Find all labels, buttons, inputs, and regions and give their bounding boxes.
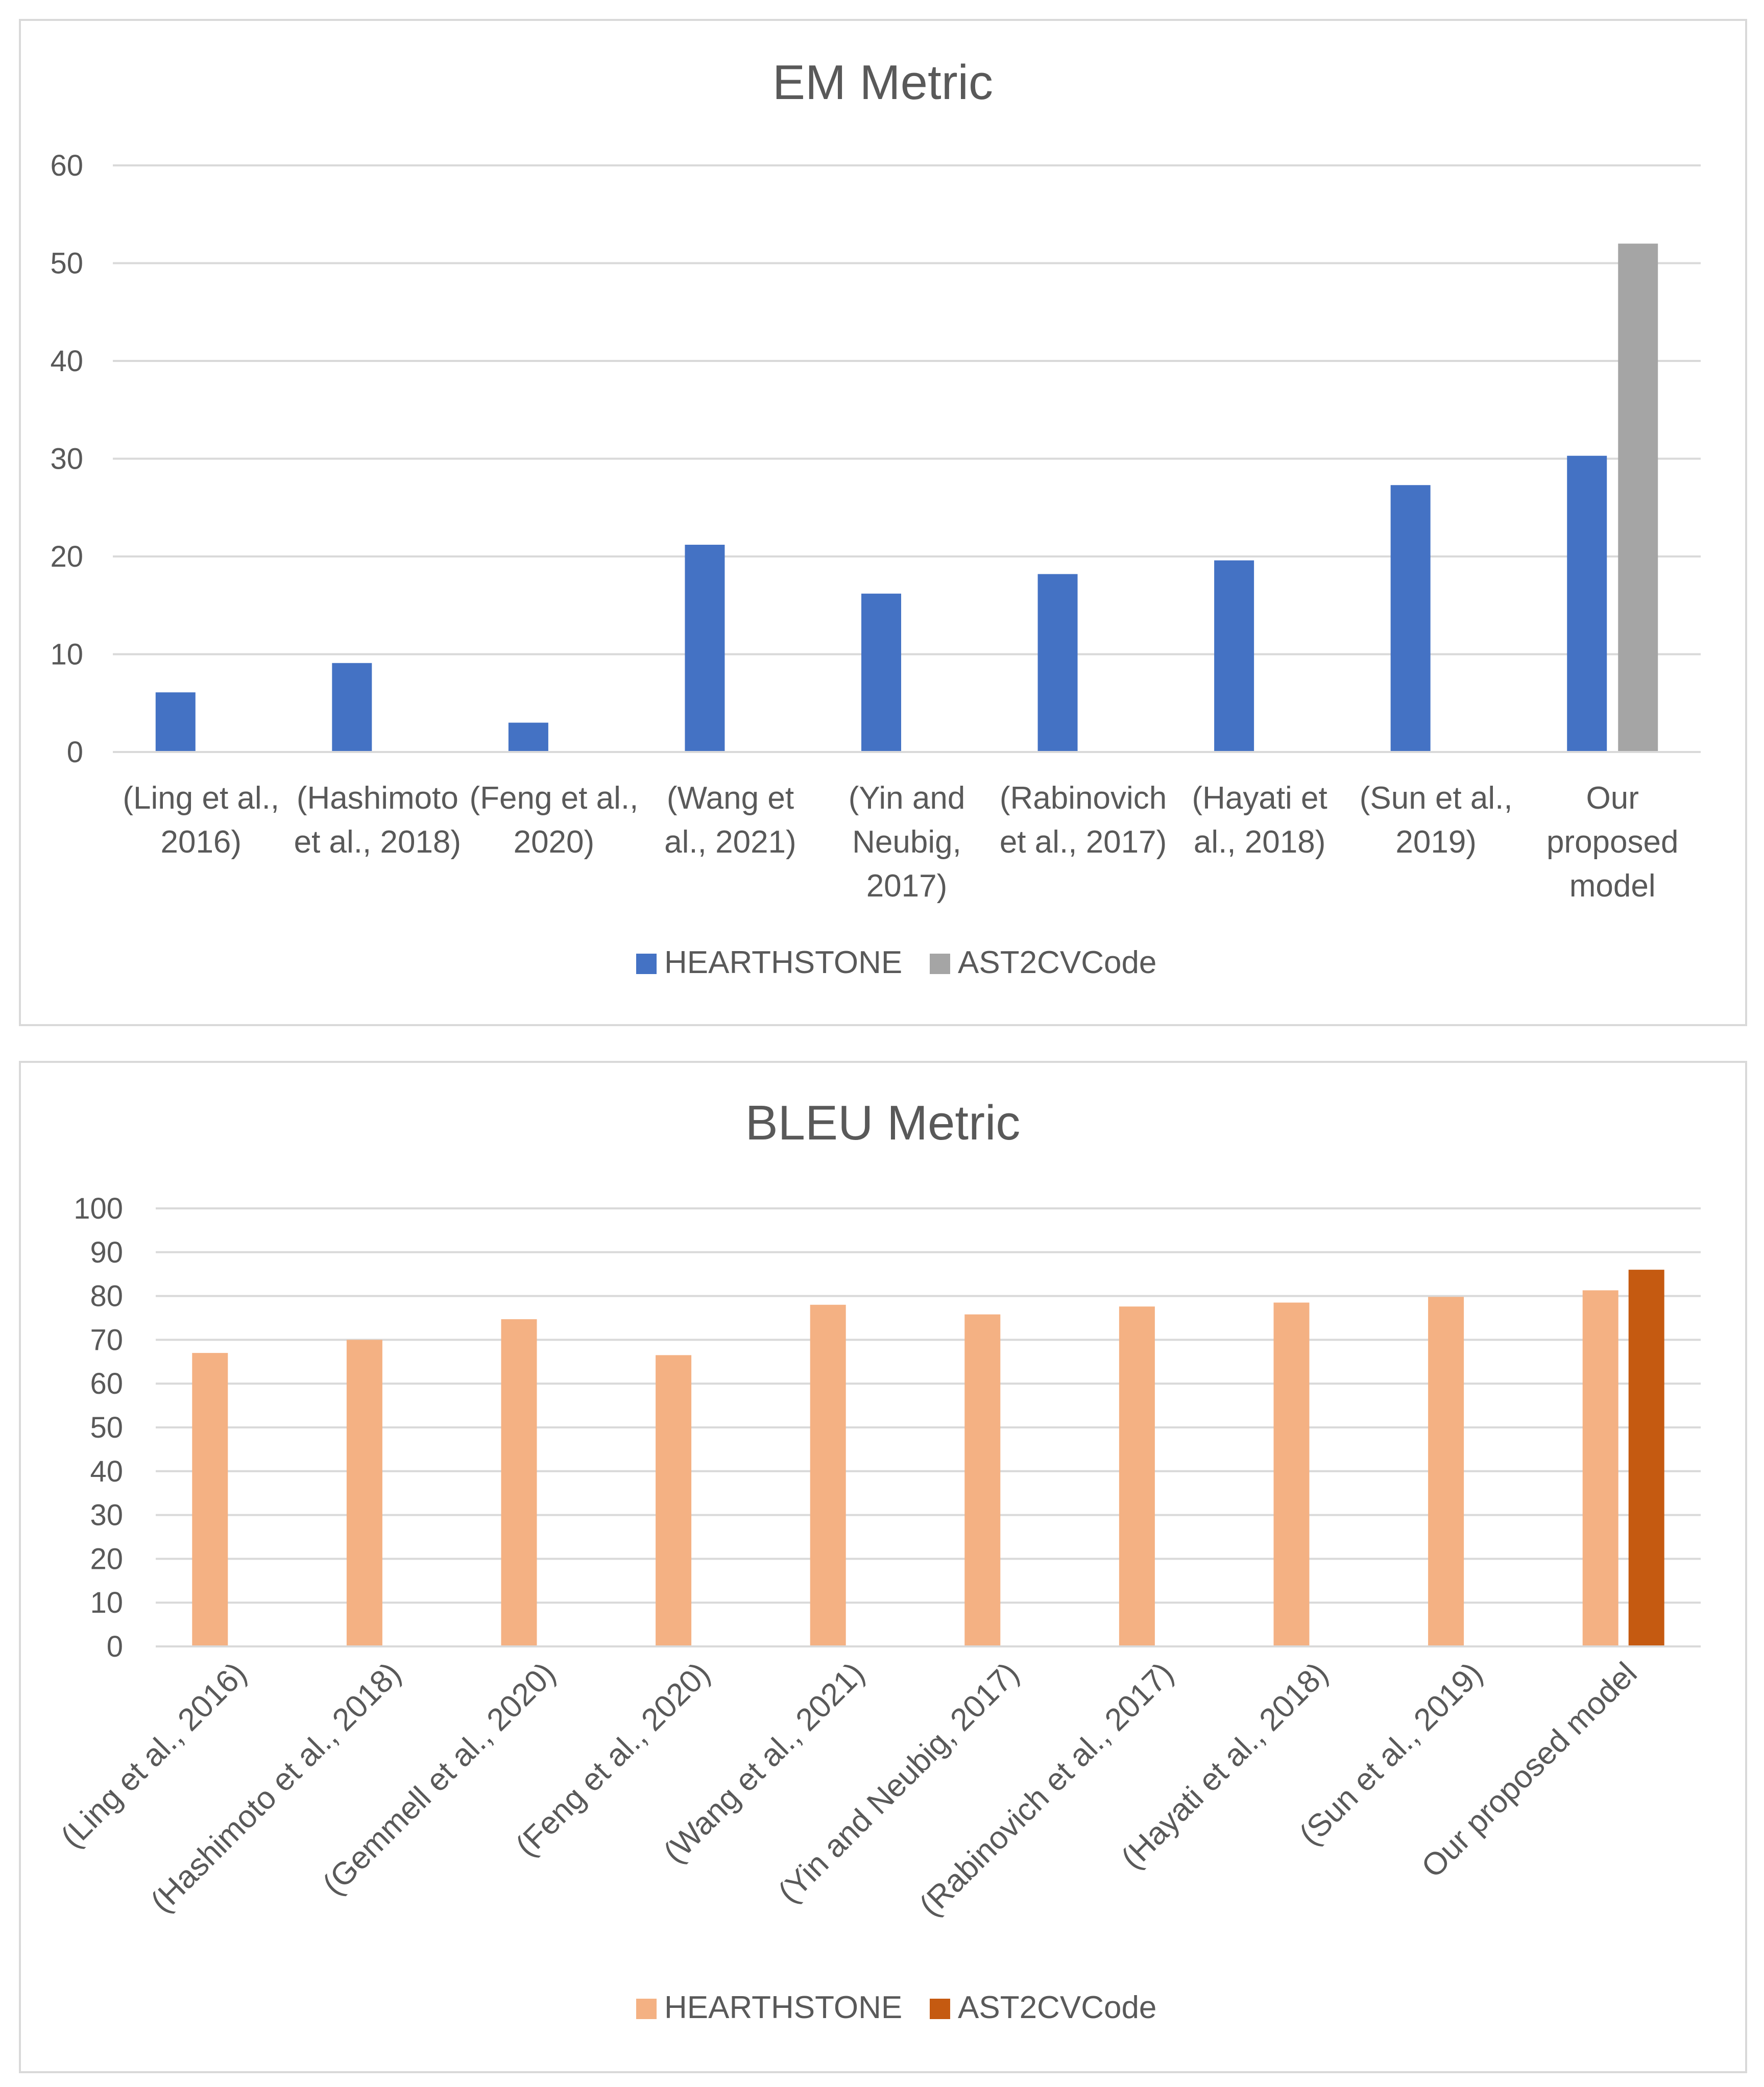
bar-hearthstone-1 (346, 1340, 382, 1646)
x-category-label-line: et al., 2018) (294, 824, 461, 860)
x-category-label-line: (Yin and (849, 781, 965, 816)
y-tick-label: 90 (90, 1236, 123, 1269)
bar-hearthstone-5 (1037, 574, 1078, 752)
y-tick-label: 10 (50, 638, 83, 671)
y-tick-label: 20 (50, 540, 83, 573)
x-category-label: (Sun et al., 2019) (1360, 781, 1513, 860)
x-category-label-line: (Hashimoto (297, 781, 458, 816)
x-category-label-line: (Sun et al., (1360, 781, 1513, 816)
bar-hearthstone-3 (656, 1355, 692, 1646)
x-category-label-line: (Feng et al., (469, 781, 638, 816)
x-category-label-line: (Rabinovich (1000, 781, 1167, 816)
x-category-label-line: al., 2021) (664, 824, 796, 860)
bar-hearthstone-7 (1390, 485, 1431, 752)
em-chart-panel: EM Metric 0 10 20 30 40 50 60 (Ling et al., 2016)… (19, 19, 1747, 1026)
em-chart: EM Metric 0 10 20 30 40 50 60 (Ling et al., 2016)… (50, 55, 1701, 980)
legend-label-ast2cvcode: AST2CVCode (958, 1990, 1156, 2025)
bar-hearthstone-8 (1428, 1297, 1464, 1646)
x-category-label: (Rabinovich et al., 2017) (913, 1656, 1180, 1923)
y-tick-label: 20 (90, 1542, 123, 1575)
x-category-label-line: (Ling et al., (123, 781, 279, 816)
x-category-label: (Rabinovich et al., 2017) (1000, 781, 1167, 860)
y-tick-label: 30 (90, 1499, 123, 1532)
bar-hearthstone-0 (155, 692, 196, 752)
y-tick-label: 50 (50, 247, 83, 280)
chart-title: BLEU Metric (745, 1096, 1021, 1150)
x-category-label-line: proposed (1546, 824, 1679, 860)
x-category-label-line: (Hayati et (1192, 781, 1327, 816)
bar-hearthstone-8 (1567, 455, 1607, 752)
y-tick-label: 70 (90, 1323, 123, 1356)
x-category-label-line: (Wang et (667, 781, 794, 816)
legend-swatch-hearthstone (636, 1999, 657, 2019)
y-tick-label: 100 (74, 1192, 123, 1225)
x-category-label-line: Neubig, (852, 824, 961, 860)
x-category-label-line: 2016) (160, 824, 241, 860)
bar-hearthstone-2 (508, 722, 548, 752)
x-category-label-line: 2020) (514, 824, 595, 860)
x-category-label: (Hashimoto et al., 2018) (144, 1656, 408, 1920)
x-category-label: (Yin and Neubig, 2017) (849, 781, 965, 904)
chart-title: EM Metric (772, 55, 993, 110)
x-category-label-line: 2017) (866, 868, 948, 904)
x-category-label-line: Our (1586, 781, 1639, 816)
bar-hearthstone-2 (501, 1319, 537, 1646)
bar-hearthstone-5 (964, 1314, 1001, 1646)
x-category-label-line: et al., 2017) (1000, 824, 1167, 860)
bar-hearthstone-1 (332, 663, 372, 752)
bar-hearthstone-0 (192, 1353, 228, 1646)
legend-label-hearthstone: HEARTHSTONE (664, 945, 902, 980)
x-category-label: (Feng et al., 2020) (469, 781, 638, 860)
y-tick-label: 80 (90, 1280, 123, 1313)
x-category-label-line: 2019) (1395, 824, 1477, 860)
x-category-label: Our proposed model (1546, 781, 1679, 904)
y-tick-label: 60 (90, 1367, 123, 1400)
legend-swatch-hearthstone (636, 954, 657, 974)
x-category-label: (Hashimoto et al., 2018) (294, 781, 461, 860)
y-tick-label: 50 (90, 1411, 123, 1444)
y-tick-label: 0 (107, 1630, 123, 1663)
bar-ast2cvcode-8 (1618, 244, 1658, 752)
bar-hearthstone-4 (810, 1304, 846, 1646)
y-tick-label: 10 (90, 1586, 123, 1619)
x-category-label: (Wang et al., 2021) (664, 781, 796, 860)
y-tick-label: 60 (50, 149, 83, 182)
bar-hearthstone-6 (1119, 1306, 1155, 1646)
bar-ast2cvcode-9 (1628, 1270, 1664, 1646)
x-category-label: (Hayati et al., 2018) (1192, 781, 1327, 860)
bleu-chart-panel: BLEU Metric 0 10 20 30 40 50 60 70 80 90 100 (Ling e… (19, 1061, 1747, 2073)
y-tick-label: 0 (67, 736, 83, 769)
bar-hearthstone-7 (1273, 1302, 1310, 1646)
legend-swatch-ast2cvcode (930, 954, 950, 974)
x-category-label-line: model (1569, 868, 1656, 904)
x-category-label-line: al., 2018) (1194, 824, 1326, 860)
x-category-label: (Ling et al., 2016) (123, 781, 279, 860)
legend-label-hearthstone: HEARTHSTONE (664, 1990, 902, 2025)
y-tick-label: 40 (50, 345, 83, 378)
bar-hearthstone-9 (1582, 1290, 1618, 1646)
y-tick-label: 30 (50, 443, 83, 476)
bar-hearthstone-3 (685, 545, 725, 752)
bar-hearthstone-6 (1214, 560, 1254, 752)
y-tick-label: 40 (90, 1455, 123, 1488)
legend-label-ast2cvcode: AST2CVCode (958, 945, 1156, 980)
bar-hearthstone-4 (861, 593, 901, 752)
legend-swatch-ast2cvcode (930, 1999, 950, 2019)
